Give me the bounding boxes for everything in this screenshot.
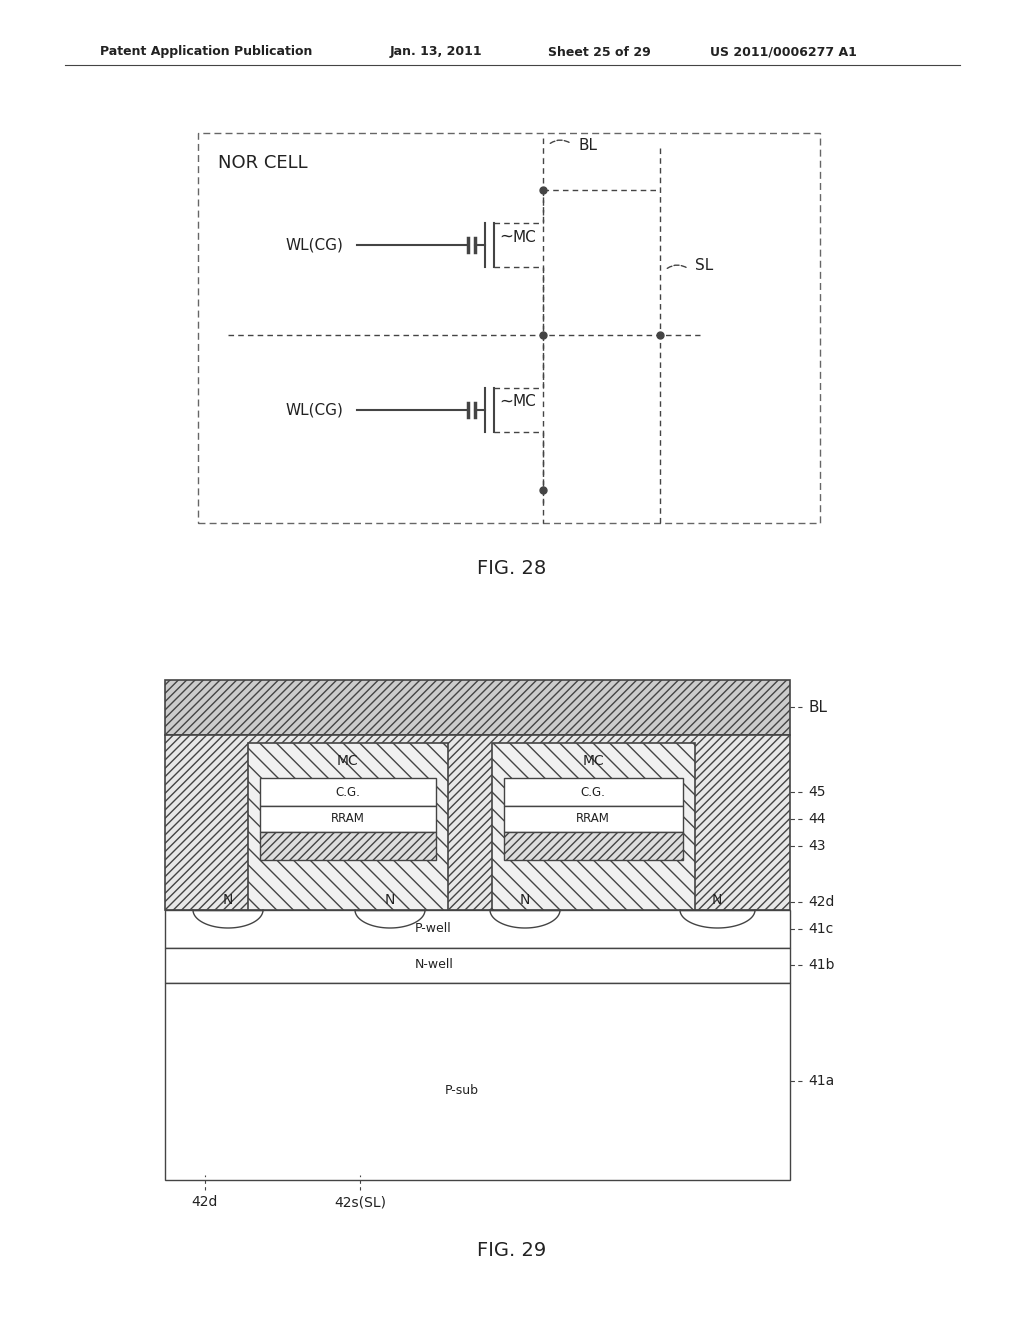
Bar xyxy=(260,807,436,832)
Text: MC: MC xyxy=(512,230,536,244)
Bar xyxy=(165,680,790,735)
Text: 42s(SL): 42s(SL) xyxy=(334,1195,386,1209)
Text: BL: BL xyxy=(578,137,597,153)
Text: MC: MC xyxy=(512,395,536,409)
Text: N: N xyxy=(712,894,722,907)
Text: P-sub: P-sub xyxy=(445,1085,479,1097)
Text: 43: 43 xyxy=(808,840,825,853)
Bar xyxy=(165,948,790,983)
Text: 42d: 42d xyxy=(808,895,835,909)
Text: NOR CELL: NOR CELL xyxy=(218,154,307,172)
Text: RRAM: RRAM xyxy=(331,813,365,825)
Text: Patent Application Publication: Patent Application Publication xyxy=(100,45,312,58)
Text: C.G.: C.G. xyxy=(581,785,605,799)
Text: WL(CG): WL(CG) xyxy=(285,238,343,252)
Text: 41c: 41c xyxy=(808,921,834,936)
Bar xyxy=(248,743,449,909)
Text: SL: SL xyxy=(695,257,714,272)
Text: MC: MC xyxy=(582,754,604,768)
Text: P-well: P-well xyxy=(415,923,452,936)
Text: N: N xyxy=(385,894,395,907)
Text: WL(CG): WL(CG) xyxy=(285,403,343,417)
Text: ~: ~ xyxy=(499,393,513,411)
Text: 41b: 41b xyxy=(808,958,835,972)
Text: N-well: N-well xyxy=(415,958,454,972)
Text: 41a: 41a xyxy=(808,1074,835,1088)
Text: 45: 45 xyxy=(808,785,825,799)
Text: FIG. 28: FIG. 28 xyxy=(477,558,547,578)
Text: ~: ~ xyxy=(499,228,513,246)
Text: FIG. 29: FIG. 29 xyxy=(477,1241,547,1259)
Text: C.G.: C.G. xyxy=(336,785,360,799)
Bar xyxy=(492,743,695,909)
Text: Sheet 25 of 29: Sheet 25 of 29 xyxy=(548,45,650,58)
Bar xyxy=(504,832,683,861)
Text: Jan. 13, 2011: Jan. 13, 2011 xyxy=(390,45,482,58)
Bar xyxy=(198,133,820,523)
Text: 42d: 42d xyxy=(191,1195,218,1209)
Bar xyxy=(165,909,790,948)
Text: US 2011/0006277 A1: US 2011/0006277 A1 xyxy=(710,45,857,58)
Bar xyxy=(504,807,683,832)
Text: 44: 44 xyxy=(808,812,825,826)
Bar xyxy=(260,832,436,861)
Text: MC: MC xyxy=(337,754,358,768)
Text: N: N xyxy=(520,894,530,907)
Bar xyxy=(504,777,683,807)
Text: N: N xyxy=(223,894,233,907)
Text: BL: BL xyxy=(808,700,827,714)
Bar xyxy=(165,735,790,909)
Text: RRAM: RRAM xyxy=(577,813,610,825)
Bar xyxy=(260,777,436,807)
Bar xyxy=(165,983,790,1180)
